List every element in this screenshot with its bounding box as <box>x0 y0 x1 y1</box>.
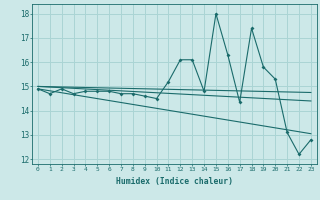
X-axis label: Humidex (Indice chaleur): Humidex (Indice chaleur) <box>116 177 233 186</box>
